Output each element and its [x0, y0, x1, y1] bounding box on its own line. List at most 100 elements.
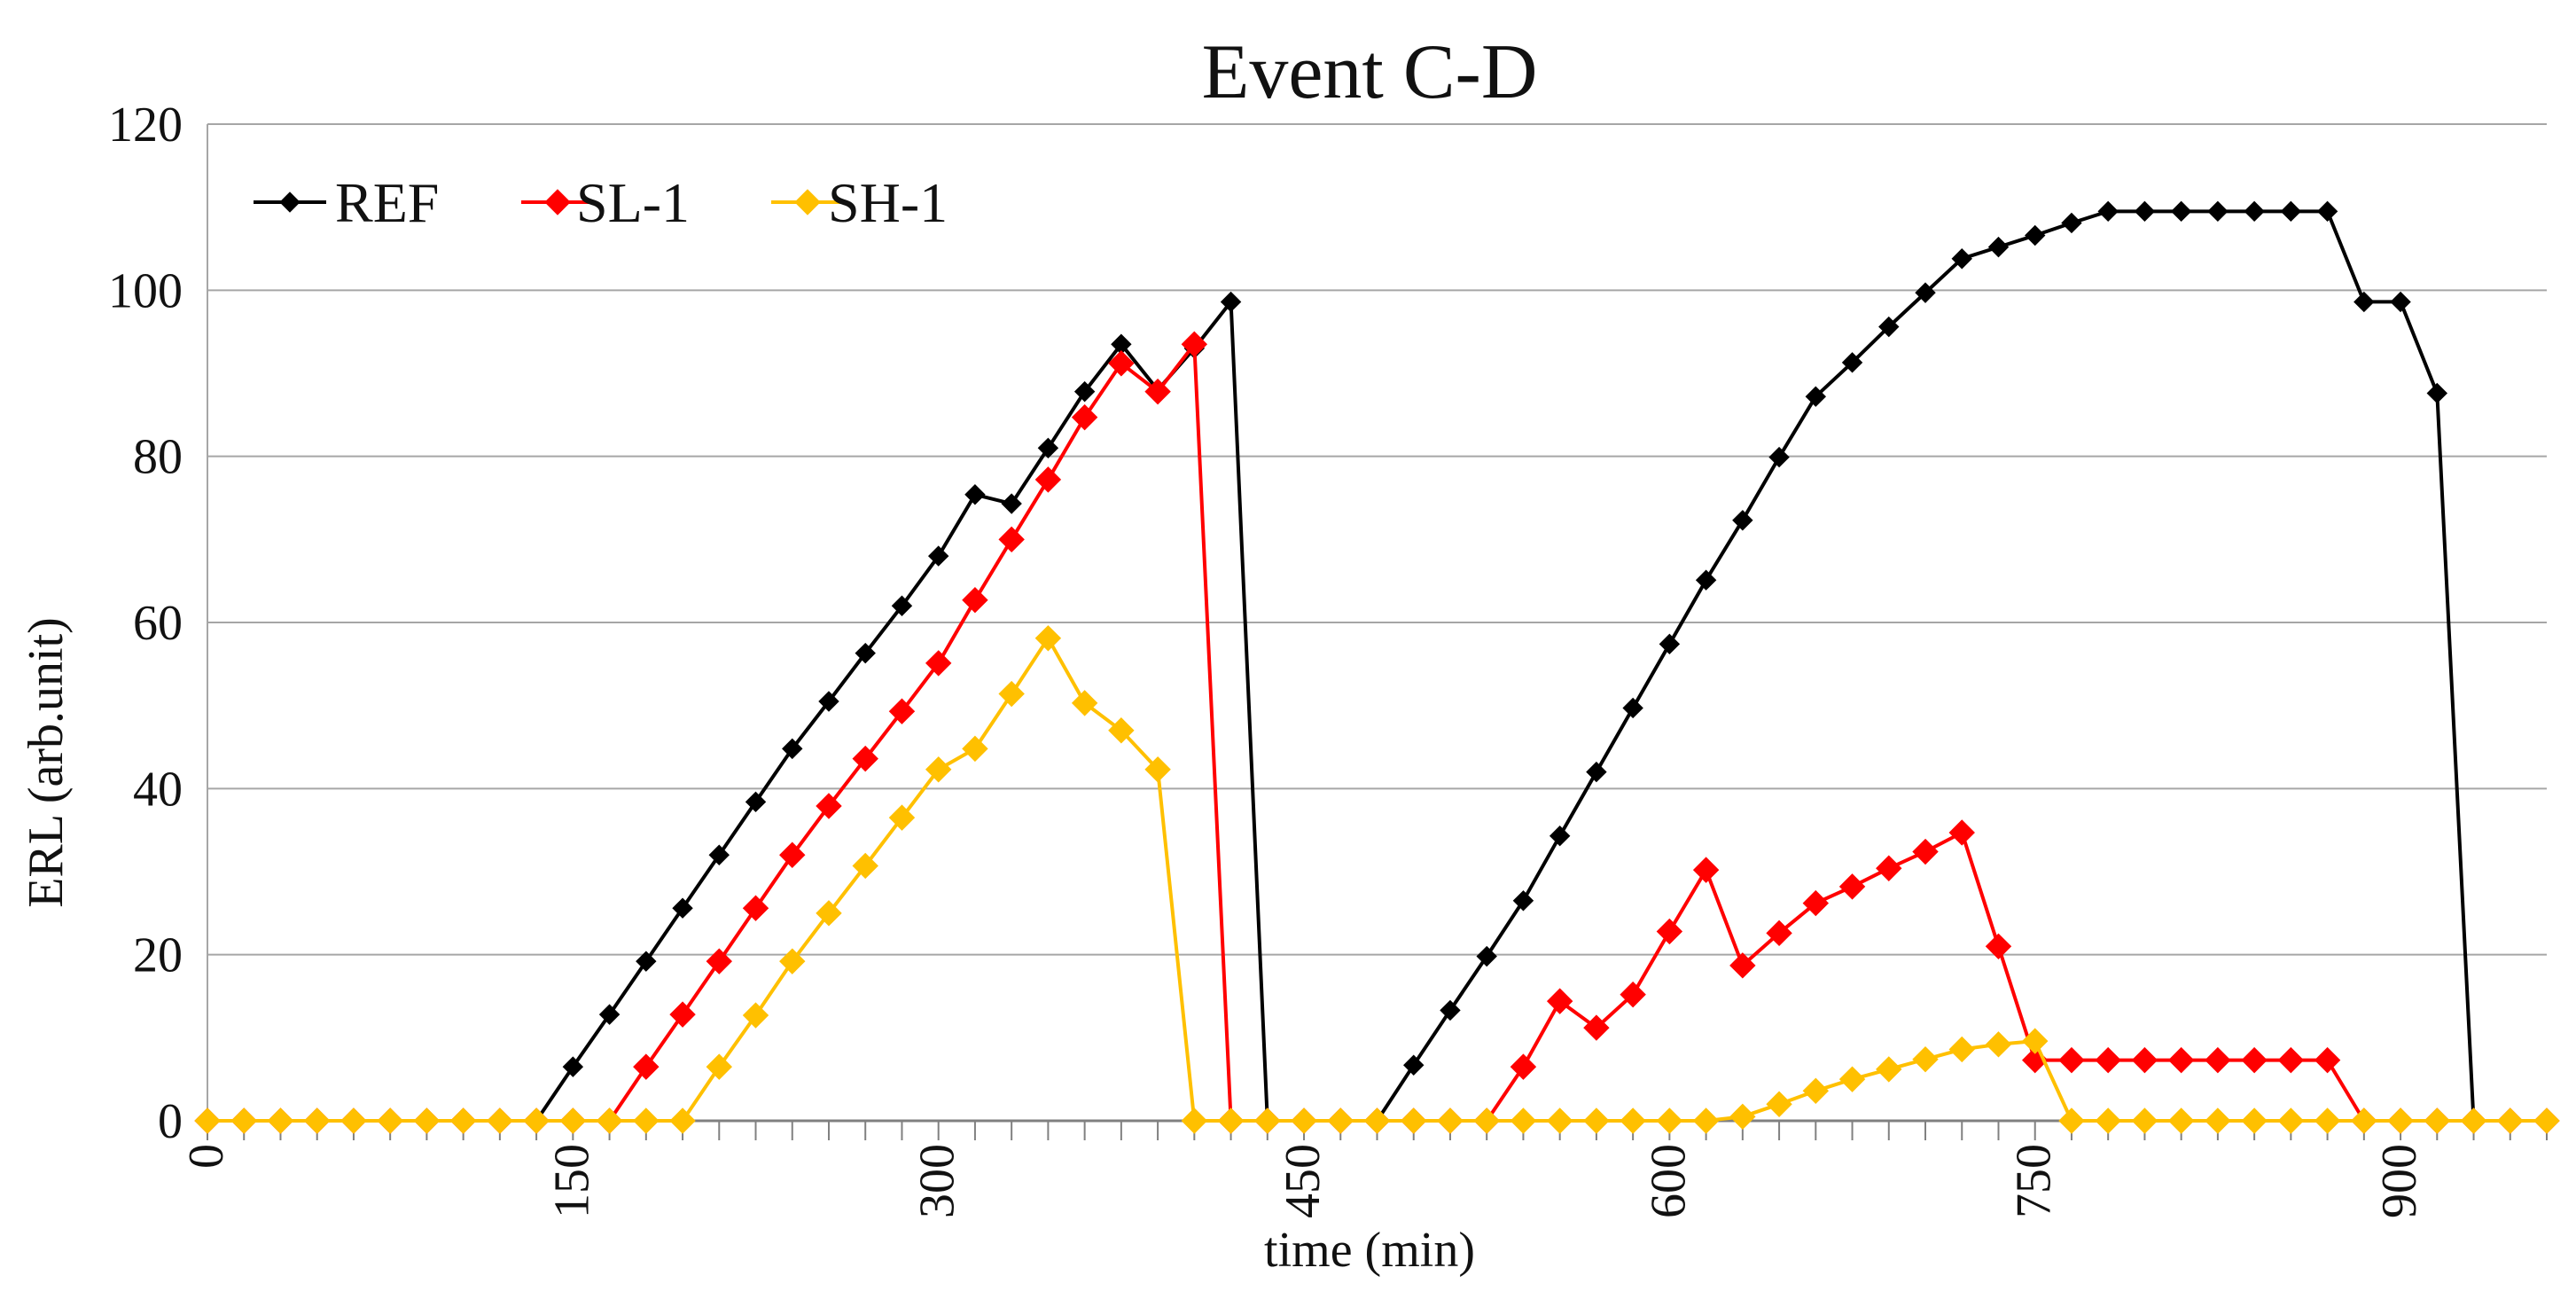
data-point-sh-1: [2241, 1107, 2268, 1134]
data-point-sl-1: [1912, 838, 1939, 865]
data-point-sl-1: [1583, 1014, 1610, 1041]
legend-item-sl-1: SL-1: [521, 171, 690, 234]
data-point-ref: [1695, 569, 1717, 591]
data-point-sh-1: [1217, 1107, 1245, 1134]
data-point-ref: [745, 791, 767, 813]
data-point-sh-1: [1766, 1091, 1792, 1117]
legend-label: SL-1: [576, 171, 690, 234]
data-point-sh-1: [1144, 756, 1171, 783]
data-point-ref: [1037, 437, 1059, 459]
x-tick-label: 450: [1276, 1144, 1331, 1218]
data-point-sl-1: [888, 698, 916, 724]
data-point-sl-1: [2058, 1046, 2085, 1074]
data-point-sl-1: [2314, 1046, 2341, 1074]
data-point-sh-1: [1802, 1077, 1830, 1104]
series-line-ref: [207, 209, 2547, 1123]
data-point-sh-1: [1291, 1107, 1317, 1134]
data-point-ref: [855, 642, 876, 664]
data-point-sl-1: [2241, 1046, 2268, 1074]
data-point-ref: [1001, 493, 1022, 514]
data-point-ref: [1987, 236, 2010, 258]
y-tick-label: 100: [108, 263, 183, 318]
data-point-ref: [2316, 200, 2338, 223]
data-point-sh-1: [1071, 690, 1098, 716]
data-point-ref: [2280, 200, 2302, 223]
data-point-sh-1: [1729, 1103, 1756, 1131]
data-point-sh-1: [596, 1107, 623, 1134]
data-point-ref: [1476, 945, 1497, 967]
data-point-ref: [1951, 248, 1972, 270]
legend-marker: [544, 189, 571, 215]
data-point-sl-1: [2095, 1046, 2121, 1074]
data-point-sh-1: [1254, 1107, 1281, 1134]
data-point-sh-1: [1327, 1107, 1354, 1134]
data-point-sh-1: [1656, 1107, 1683, 1134]
legend-item-ref: REF: [254, 171, 439, 234]
data-point-sh-1: [1985, 1031, 2012, 1058]
data-point-sh-1: [633, 1107, 660, 1134]
data-point-sh-1: [2314, 1107, 2341, 1134]
series-layer: [194, 200, 2560, 1134]
data-point-sh-1: [230, 1107, 257, 1134]
data-point-ref: [2097, 200, 2119, 223]
data-point-ref: [1659, 633, 1681, 655]
data-point-sh-1: [2351, 1107, 2377, 1134]
data-point-sh-1: [998, 680, 1025, 708]
data-point-sh-1: [340, 1107, 367, 1134]
data-point-sl-1: [1144, 378, 1171, 405]
data-point-sh-1: [1034, 625, 1062, 652]
data-point-sh-1: [669, 1107, 696, 1134]
x-tick-label: 750: [2007, 1144, 2062, 1218]
data-point-sh-1: [1583, 1107, 1610, 1134]
data-point-ref: [2207, 200, 2229, 223]
data-point-sl-1: [1876, 855, 1902, 881]
data-point-ref: [2061, 212, 2082, 234]
data-point-sh-1: [1876, 1056, 1902, 1083]
y-tick-label: 80: [133, 430, 183, 485]
data-point-sh-1: [816, 900, 842, 927]
data-point-sl-1: [925, 650, 952, 677]
data-point-sh-1: [2533, 1107, 2560, 1134]
data-point-sh-1: [852, 852, 878, 880]
data-point-ref: [2170, 200, 2192, 223]
y-tick-label: 0: [158, 1094, 183, 1149]
data-point-sl-1: [1948, 819, 1975, 846]
data-point-sl-1: [1802, 889, 1830, 917]
data-point-sh-1: [1912, 1045, 1939, 1073]
data-point-sh-1: [706, 1053, 732, 1080]
data-point-ref: [818, 691, 839, 712]
data-point-sl-1: [633, 1053, 660, 1080]
data-point-sh-1: [523, 1107, 550, 1134]
data-point-sl-1: [1510, 1053, 1537, 1080]
data-point-sl-1: [1034, 466, 1062, 493]
data-point-sh-1: [303, 1107, 331, 1134]
data-point-ref: [1841, 352, 1863, 373]
data-point-ref: [1768, 446, 1790, 468]
data-point-ref: [2354, 291, 2375, 313]
data-point-ref: [2025, 224, 2046, 247]
data-point-sh-1: [2277, 1107, 2305, 1134]
data-point-ref: [964, 484, 986, 505]
data-point-ref: [1549, 826, 1571, 847]
y-tick-label: 60: [133, 596, 183, 651]
data-point-sh-1: [1473, 1107, 1500, 1134]
data-point-sh-1: [1838, 1066, 1866, 1092]
data-point-sh-1: [925, 756, 952, 783]
data-point-sh-1: [2167, 1107, 2195, 1134]
data-point-ref: [1915, 282, 1936, 303]
y-axis-title: ERL (arb.unit): [19, 617, 74, 908]
data-point-sl-1: [1071, 403, 1098, 431]
data-point-ref: [2426, 382, 2448, 404]
data-point-sl-1: [998, 526, 1025, 553]
data-point-ref: [2134, 200, 2156, 223]
data-point-sl-1: [852, 745, 878, 772]
x-tick-label: 0: [179, 1144, 234, 1169]
data-point-sl-1: [1656, 918, 1683, 945]
data-point-sh-1: [377, 1107, 403, 1134]
gridlines: [207, 123, 2547, 956]
data-point-sl-1: [1838, 873, 1866, 900]
data-point-sh-1: [1363, 1107, 1391, 1134]
data-point-sh-1: [2095, 1107, 2121, 1134]
data-point-ref: [1440, 999, 1461, 1021]
